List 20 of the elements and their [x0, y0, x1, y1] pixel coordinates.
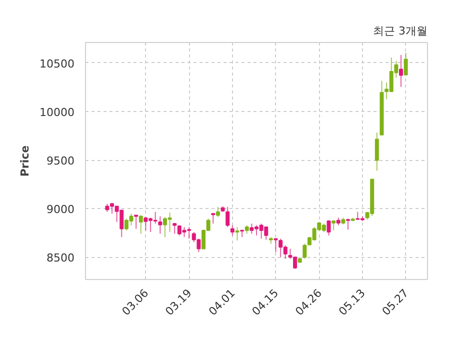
candlestick	[216, 206, 220, 218]
y-tick-label: 9500	[46, 154, 75, 168]
candlestick	[134, 214, 138, 230]
candlestick	[235, 226, 240, 241]
candlestick	[230, 224, 234, 236]
y-tick-label: 8500	[46, 252, 75, 265]
y-axis-title: Price	[18, 145, 32, 177]
candlestick	[226, 206, 230, 228]
candlestick	[138, 214, 143, 234]
candlestick	[346, 218, 350, 230]
candlestick	[374, 132, 379, 172]
candlestick	[302, 243, 307, 260]
y-tick-label: 10000	[40, 106, 75, 119]
candlestick	[399, 54, 403, 88]
candlestick	[158, 216, 162, 234]
chart-title: 최근 3개월	[373, 24, 428, 38]
candlestick	[404, 52, 408, 76]
y-tick-label: 10500	[40, 57, 75, 70]
candlestick	[326, 220, 331, 236]
y-tick-label: 9000	[46, 203, 75, 216]
